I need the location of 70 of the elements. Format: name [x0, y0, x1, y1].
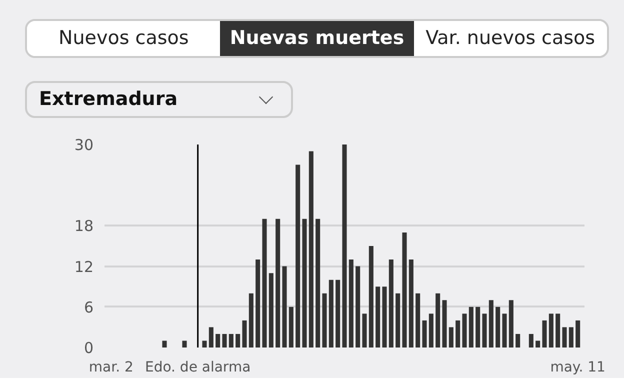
bar	[482, 314, 487, 348]
bar	[348, 260, 354, 348]
bar	[542, 320, 547, 348]
y-tick-label: 0	[84, 339, 94, 357]
bar	[456, 320, 460, 348]
bar	[468, 306, 474, 348]
chart-title: Extremadura	[39, 87, 178, 112]
bar	[322, 293, 327, 348]
bar	[316, 218, 320, 348]
y-tick-label: 6	[84, 298, 94, 316]
bar	[568, 327, 574, 348]
bar	[162, 340, 167, 348]
bar	[362, 314, 367, 348]
bar	[516, 334, 520, 348]
bar	[328, 280, 334, 348]
bar	[368, 246, 374, 348]
bar	[296, 164, 300, 348]
bar	[216, 334, 220, 348]
bar	[502, 314, 507, 348]
text: Nuevos casos	[27, 21, 220, 56]
bar	[402, 232, 407, 348]
bar	[342, 144, 347, 348]
bar	[508, 300, 514, 348]
bar	[236, 334, 240, 348]
bar	[528, 334, 534, 348]
bar	[462, 314, 467, 348]
bar	[396, 293, 400, 348]
y-tick-label: 18	[74, 217, 94, 236]
bar	[548, 314, 554, 348]
bar	[302, 218, 307, 348]
bar	[356, 266, 360, 348]
bar	[436, 293, 440, 348]
text: Var. nuevos casos	[414, 21, 607, 56]
x-tick-label: mar. 2	[88, 360, 134, 376]
bar	[496, 306, 500, 348]
bar	[268, 273, 274, 348]
bar	[248, 293, 254, 348]
bar	[388, 260, 394, 348]
bar	[222, 334, 227, 348]
bar	[556, 314, 560, 348]
bar	[308, 151, 314, 348]
bar	[376, 286, 380, 348]
bar	[562, 327, 567, 348]
bar	[576, 320, 580, 348]
x-tick-label: may. 11	[550, 360, 606, 376]
bar	[422, 320, 427, 348]
bar	[256, 260, 260, 348]
bar	[476, 306, 480, 348]
bar	[276, 218, 280, 348]
y-tick-label: 12	[74, 258, 94, 276]
bar	[448, 327, 454, 348]
bar	[242, 320, 247, 348]
bar	[202, 340, 207, 348]
bar	[408, 260, 414, 348]
bar	[336, 280, 340, 348]
y-tick-label: 30	[74, 136, 94, 154]
bar	[288, 306, 294, 348]
bar	[536, 340, 540, 348]
bar	[428, 314, 434, 348]
bar	[382, 286, 387, 348]
bar	[416, 293, 420, 348]
bar	[182, 340, 187, 348]
bar	[228, 334, 234, 348]
bar	[442, 300, 447, 348]
bar	[488, 300, 494, 348]
text: Nuevas muertes	[220, 21, 414, 56]
ref-line-label: Edo. de alarma	[144, 360, 251, 376]
bar	[262, 218, 267, 348]
bar	[208, 327, 214, 348]
bar	[282, 266, 287, 348]
